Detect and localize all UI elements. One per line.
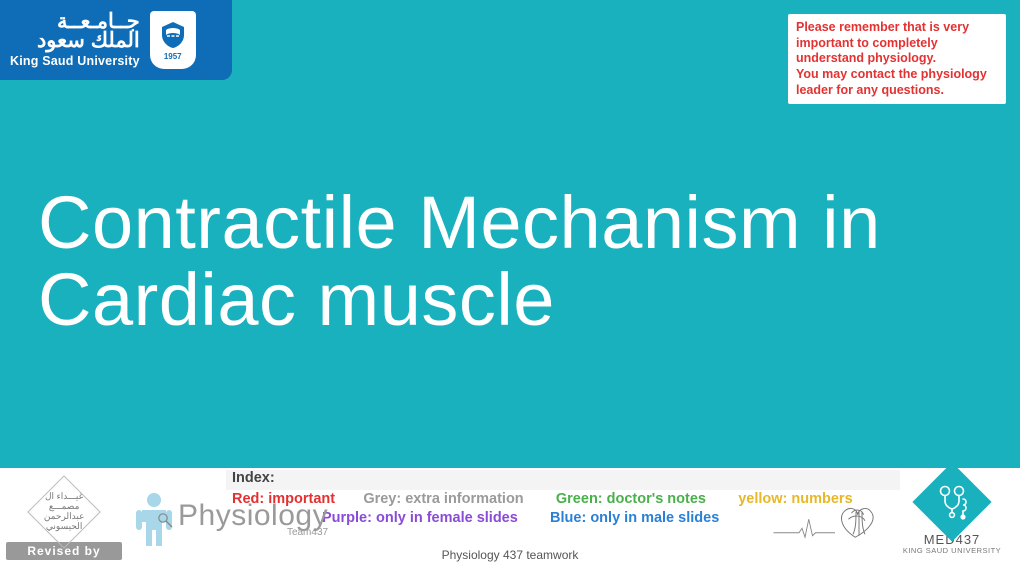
legend-green: Green: doctor's notes <box>556 491 706 507</box>
physiology-team-logo: Physiology Team437 <box>130 492 360 548</box>
university-text: جــامـعــة الملك سعود King Saud Universi… <box>10 11 140 68</box>
heart-ecg-icon <box>772 491 892 549</box>
body-silhouette-icon <box>130 492 178 548</box>
legend-blue: Blue: only in male slides <box>550 510 719 526</box>
med437-diamond-icon <box>912 462 991 541</box>
footer-teamwork: Physiology 437 teamwork <box>0 548 1020 562</box>
index-label: Index: <box>232 470 275 486</box>
university-logo: جــامـعــة الملك سعود King Saud Universi… <box>0 0 232 80</box>
university-year: 1957 <box>161 52 185 61</box>
revised-diamond-icon: غيـــداء ال مصمـــع عبدالرحمن الحيسوني <box>27 475 101 549</box>
slide-title: Contractile Mechanism in Cardiac muscle <box>38 185 980 339</box>
legend-row-2: Purple: only in female slides Blue: only… <box>322 510 719 526</box>
notice-line-2: You may contact the physiology leader fo… <box>796 67 998 98</box>
reviser-name-1: غيـــداء ال مصمـــع <box>39 492 89 512</box>
revised-by-badge: غيـــداء ال مصمـــع عبدالرحمن الحيسوني R… <box>6 486 122 560</box>
index-background-bar <box>226 470 900 490</box>
legend-grey: Grey: extra information <box>363 491 523 507</box>
slide: جــامـعــة الملك سعود King Saud Universi… <box>0 0 1020 573</box>
university-arabic-2: الملك سعود <box>10 30 140 52</box>
med437-badge: MED437 KING SAUD UNIVERSITY <box>898 474 1006 555</box>
notice-line-1: Please remember that is very important t… <box>796 20 998 67</box>
med437-sub: KING SAUD UNIVERSITY <box>898 546 1006 555</box>
reviser-name-2: عبدالرحمن الحيسوني <box>39 512 89 532</box>
university-english: King Saud University <box>10 55 140 68</box>
university-shield-icon: 1957 <box>150 11 196 69</box>
notice-box: Please remember that is very important t… <box>788 14 1006 104</box>
physiology-wordmark: Physiology <box>178 502 328 529</box>
